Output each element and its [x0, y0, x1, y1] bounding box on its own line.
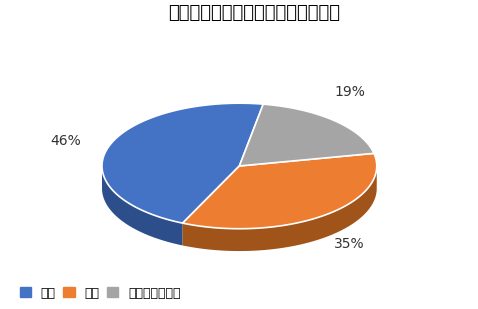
Polygon shape — [102, 167, 183, 245]
Text: 46%: 46% — [51, 134, 82, 148]
Polygon shape — [239, 104, 374, 166]
Text: 35%: 35% — [334, 237, 364, 251]
Polygon shape — [183, 167, 377, 251]
Title: ルーミーのインテリアの満足度調査: ルーミーのインテリアの満足度調査 — [168, 4, 340, 22]
Polygon shape — [183, 153, 377, 229]
Legend: 満足, 不満, どちらでもない: 満足, 不満, どちらでもない — [14, 281, 186, 305]
Polygon shape — [102, 103, 263, 223]
Text: 19%: 19% — [334, 85, 365, 99]
